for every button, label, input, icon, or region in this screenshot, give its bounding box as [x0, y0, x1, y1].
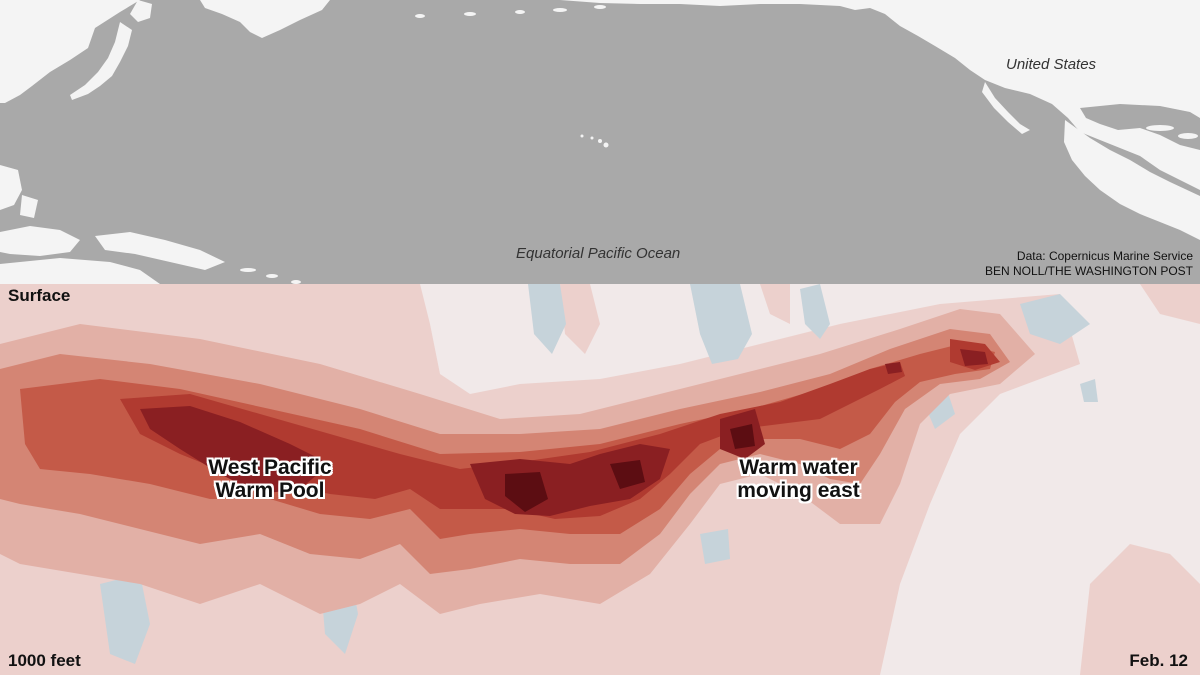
annotation-line: Warm Pool [215, 479, 325, 502]
annotation-line: West Pacific [208, 456, 332, 479]
pacific-map [0, 0, 1200, 284]
pacific-islands [240, 268, 301, 284]
annotation-west-pacific-warm-pool: West Pacific Warm Pool [190, 456, 350, 502]
indonesia-land [0, 226, 80, 256]
annotation-line: moving east [737, 479, 860, 502]
philippines-land [20, 195, 38, 218]
credit-block: Data: Copernicus Marine Service BEN NOLL… [985, 249, 1193, 279]
baja-peninsula [982, 82, 1030, 134]
annotation-warm-water-moving-east: Warm water moving east [716, 456, 881, 502]
label-depth-bottom: 1000 feet [8, 651, 81, 670]
label-equatorial-pacific: Equatorial Pacific Ocean [516, 245, 681, 262]
japan-land [70, 22, 132, 100]
label-surface: Surface [8, 286, 71, 305]
anomaly-warm-level-6 [505, 424, 755, 512]
ocean-depth-section [0, 284, 1200, 675]
australia-land [0, 258, 160, 284]
central-america-land [1064, 120, 1200, 240]
anomaly-warm-level-2 [0, 329, 1010, 574]
data-source: Data: Copernicus Marine Service [1016, 249, 1193, 263]
caribbean-islands [1146, 125, 1198, 139]
kamchatka-land [200, 0, 330, 38]
hokkaido-land [130, 0, 152, 22]
new-guinea-land [95, 232, 225, 270]
asia-landmass [0, 0, 140, 103]
label-date: Feb. 12 [1129, 651, 1188, 670]
gulf-of-mexico [1080, 104, 1200, 150]
southeast-asia-land [0, 165, 22, 210]
aleutian-islands [415, 5, 606, 18]
annotation-line: Warm water [739, 456, 858, 479]
label-united-states: United States [1006, 56, 1097, 73]
hawaiian-islands [580, 134, 609, 148]
author-credit: BEN NOLL/THE WASHINGTON POST [984, 264, 1193, 278]
north-america-land [560, 0, 1200, 190]
